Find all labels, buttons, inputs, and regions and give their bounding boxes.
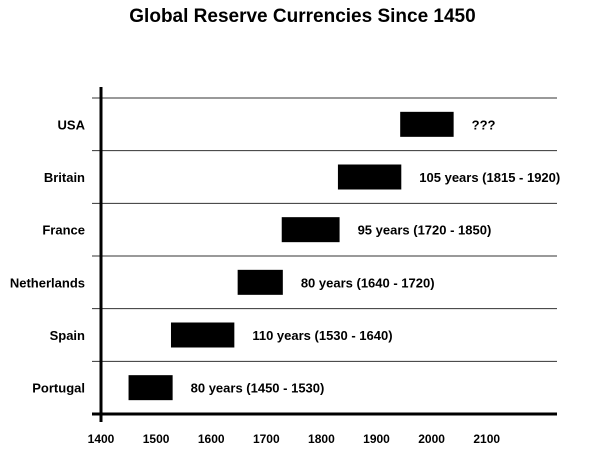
bar-label-netherlands: 80 years (1640 - 1720) [301,275,435,290]
category-labels: USA Britain France Netherlands Spain Portugal [10,117,86,395]
bar-spain [170,322,235,348]
bar-usa [400,111,454,137]
x-tick-label: 1900 [363,432,390,446]
x-tick-label: 1800 [308,432,335,446]
bar-label-britain: 105 years (1815 - 1920) [419,170,560,185]
category-label-portugal: Portugal [32,381,85,396]
category-label-netherlands: Netherlands [10,275,85,290]
bar-label-portugal: 80 years (1450 - 1530) [191,381,325,396]
bar-label-france: 95 years (1720 - 1850) [358,223,492,238]
bars [128,111,454,401]
category-label-britain: Britain [44,170,85,185]
row-separators [92,97,557,362]
x-tick-label: 2000 [418,432,445,446]
category-label-france: France [42,223,85,238]
bar-labels: ??? 105 years (1815 - 1920) 95 years (1720… [191,117,561,395]
x-tick-label: 1500 [143,432,170,446]
bar-label-usa: ??? [472,117,496,132]
x-tick-label: 1700 [253,432,280,446]
bar-netherlands [237,269,283,295]
bar-label-spain: 110 years (1530 - 1640) [252,328,392,343]
category-label-usa: USA [58,117,86,132]
bar-portugal [128,375,173,401]
bar-britain [337,164,402,190]
x-ticks: 1400 1500 1600 1700 1800 1900 2000 2100 [88,432,501,446]
x-tick-label: 1600 [198,432,225,446]
x-tick-label: 1400 [88,432,115,446]
x-tick-label: 2100 [473,432,500,446]
chart-title: Global Reserve Currencies Since 1450 [129,6,476,27]
category-label-spain: Spain [50,328,85,343]
bar-france [281,217,340,243]
axes [92,87,557,422]
